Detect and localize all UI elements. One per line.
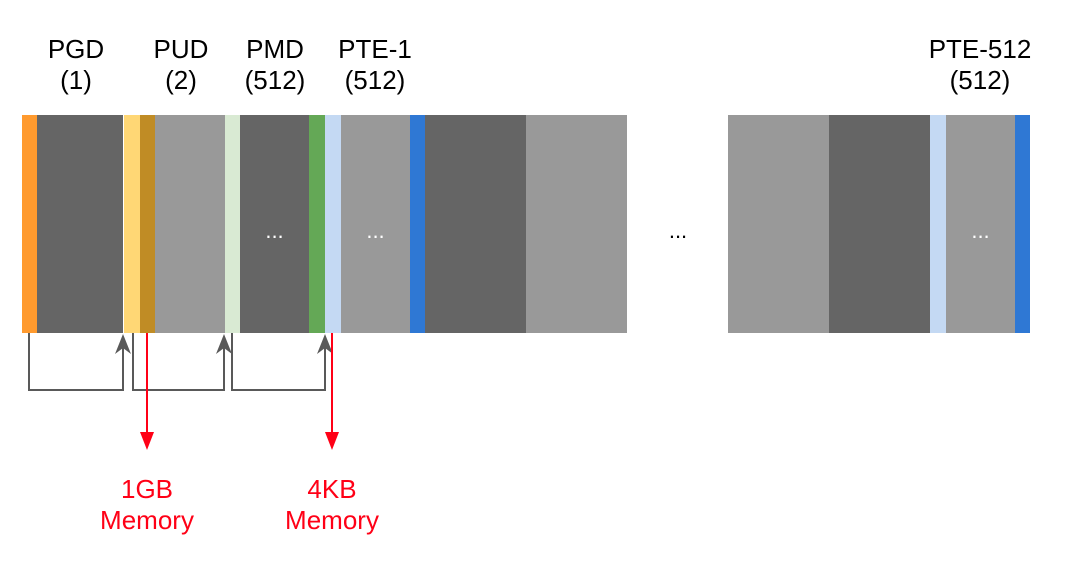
pointer-arrowhead-2 xyxy=(216,334,232,354)
pte-512-entry-last-block xyxy=(1015,115,1030,333)
tables-ellipsis: ... xyxy=(668,218,688,243)
pmd-entry-2-block xyxy=(309,115,325,333)
pud-entry-1-block xyxy=(124,115,140,333)
pgd-entry-block xyxy=(22,115,37,333)
table-block-block xyxy=(526,115,627,333)
pointer-arrow-3 xyxy=(231,333,326,391)
pte-512-label: PTE-512 (512) xyxy=(928,34,1032,95)
pte-1-entry-1-block xyxy=(325,115,341,333)
pmd-table-block xyxy=(240,115,309,333)
4kb-memory-arrowhead xyxy=(325,432,339,450)
4kb-memory-label: 4KB Memory xyxy=(285,474,379,535)
pte-1-ellipsis: ... xyxy=(366,218,385,243)
pointer-arrowhead-3 xyxy=(317,334,333,354)
table-block-block xyxy=(425,115,526,333)
pte-1-label: PTE-1 (512) xyxy=(338,34,412,95)
table-block-block xyxy=(728,115,829,333)
table-block-block xyxy=(829,115,930,333)
pte-1-entry-last-block xyxy=(410,115,425,333)
pointer-arrowhead-1 xyxy=(115,334,131,354)
pud-entry-2-block xyxy=(140,115,155,333)
pmd-label: PMD (512) xyxy=(244,34,306,95)
pud-table-block xyxy=(155,115,225,333)
pgd-label: PGD (1) xyxy=(47,34,105,95)
pgd-table-block xyxy=(37,115,123,333)
pte-512-table-block xyxy=(946,115,1015,333)
pte-512-ellipsis: ... xyxy=(971,218,990,243)
pte-512-entry-1-block xyxy=(930,115,946,333)
pmd-ellipsis: ... xyxy=(265,218,284,243)
pte-1-table-block xyxy=(341,115,410,333)
pud-label: PUD (2) xyxy=(153,34,209,95)
1gb-memory-label: 1GB Memory xyxy=(100,474,194,535)
1gb-memory-arrowhead xyxy=(140,432,154,450)
pmd-entry-1-block xyxy=(225,115,240,333)
pointer-arrow-1 xyxy=(28,333,124,391)
pointer-arrow-2 xyxy=(132,333,225,391)
